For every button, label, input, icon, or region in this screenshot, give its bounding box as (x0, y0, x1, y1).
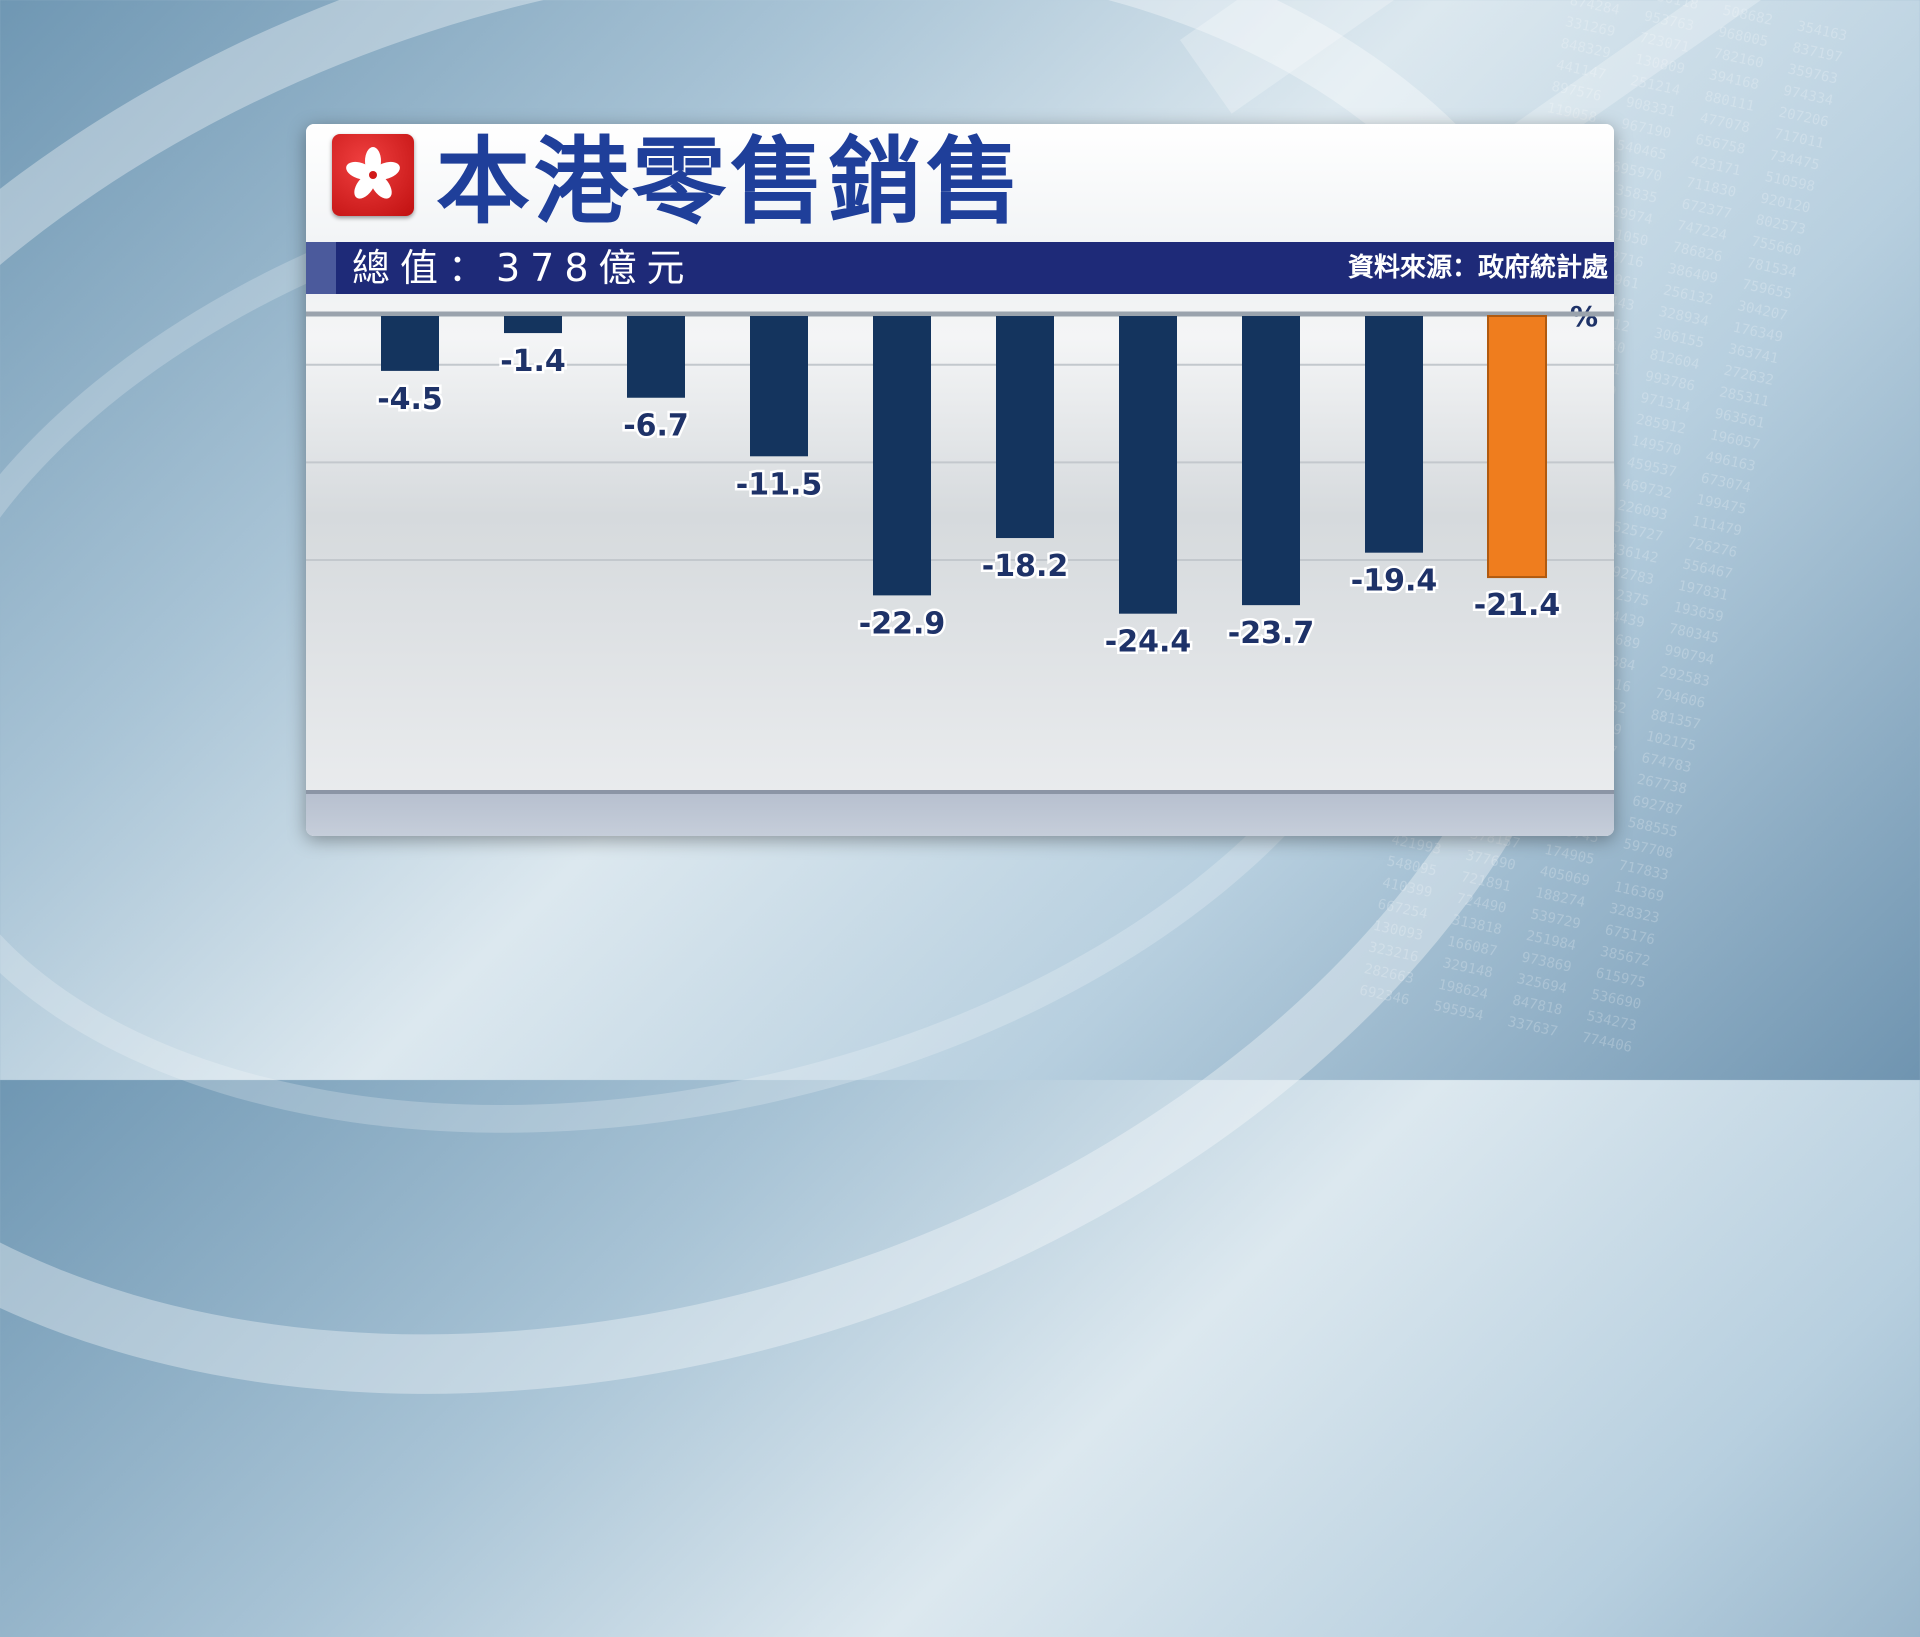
data-label: -23.7 (1228, 616, 1314, 651)
bar-5 (504, 316, 562, 333)
data-label: -19.4 (1351, 564, 1437, 599)
bar-9 (996, 316, 1054, 538)
data-label: -4.5 (377, 382, 443, 417)
bar-chart: -4.54/19-1.45-6.76-11.57-22.98-18.29-24.… (306, 294, 1614, 836)
data-label: -11.5 (736, 467, 822, 502)
bar-12 (1365, 316, 1423, 553)
data-label: -18.2 (982, 549, 1068, 584)
title-bar: 本港零售銷售 (306, 124, 1614, 242)
subtitle-accent (306, 242, 336, 294)
x-axis-band (306, 790, 1614, 836)
data-source-text: 資料來源：政府統計處 (1348, 242, 1608, 294)
bar-4/19 (381, 316, 439, 371)
chart-title: 本港零售銷售 (436, 128, 1024, 238)
total-value-text: 總值：378億元 (352, 242, 695, 294)
data-label: -6.7 (623, 409, 689, 444)
bar-6 (627, 316, 685, 398)
bar-11 (1242, 316, 1300, 605)
subtitle-bar: 總值：378億元 資料來源：政府統計處 (306, 242, 1614, 294)
data-label: -24.4 (1105, 625, 1191, 660)
bar-1/20 (1488, 316, 1546, 577)
bar-7 (750, 316, 808, 456)
data-label: -1.4 (500, 344, 566, 379)
bar-10 (1119, 316, 1177, 614)
chart-panel: 本港零售銷售 總值：378億元 資料來源：政府統計處 % -4.54/19-1.… (306, 124, 1614, 836)
bar-8 (873, 316, 931, 595)
data-label: -22.9 (859, 606, 945, 641)
hong-kong-flag-icon (332, 134, 414, 216)
data-label: -21.4 (1474, 588, 1560, 623)
chart-area: -4.54/19-1.45-6.76-11.57-22.98-18.29-24.… (306, 294, 1614, 790)
